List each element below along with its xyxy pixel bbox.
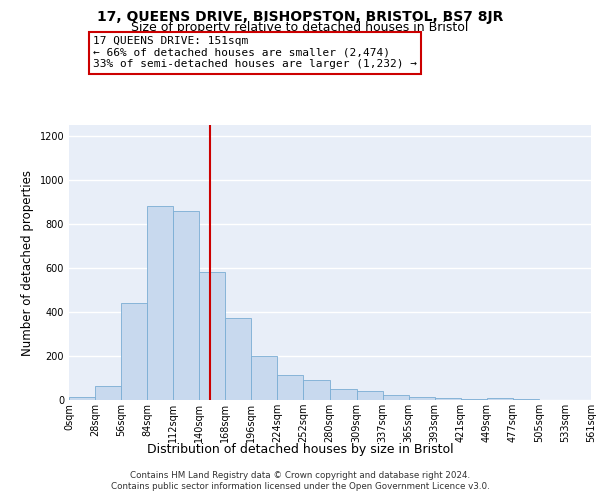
Text: 17, QUEENS DRIVE, BISHOPSTON, BRISTOL, BS7 8JR: 17, QUEENS DRIVE, BISHOPSTON, BRISTOL, B… bbox=[97, 10, 503, 24]
Bar bbox=[356, 391, 383, 400]
Bar bbox=[147, 206, 173, 400]
Text: Contains public sector information licensed under the Open Government Licence v3: Contains public sector information licen… bbox=[110, 482, 490, 491]
Bar bbox=[199, 272, 226, 400]
Bar bbox=[383, 395, 409, 400]
Text: 17 QUEENS DRIVE: 151sqm
← 66% of detached houses are smaller (2,474)
33% of semi: 17 QUEENS DRIVE: 151sqm ← 66% of detache… bbox=[93, 36, 417, 69]
Text: Contains HM Land Registry data © Crown copyright and database right 2024.: Contains HM Land Registry data © Crown c… bbox=[130, 471, 470, 480]
Bar bbox=[173, 211, 199, 400]
Bar bbox=[226, 318, 251, 400]
Bar bbox=[487, 398, 513, 400]
Y-axis label: Number of detached properties: Number of detached properties bbox=[21, 170, 34, 356]
Bar bbox=[409, 396, 434, 400]
Bar bbox=[434, 398, 461, 400]
Bar bbox=[461, 399, 487, 400]
Bar bbox=[69, 398, 95, 400]
Bar bbox=[251, 356, 277, 400]
Text: Size of property relative to detached houses in Bristol: Size of property relative to detached ho… bbox=[131, 21, 469, 34]
Bar bbox=[277, 374, 304, 400]
Bar bbox=[95, 386, 121, 400]
Bar bbox=[121, 303, 147, 400]
Bar bbox=[329, 389, 356, 400]
Text: Distribution of detached houses by size in Bristol: Distribution of detached houses by size … bbox=[146, 442, 454, 456]
Bar bbox=[304, 380, 329, 400]
